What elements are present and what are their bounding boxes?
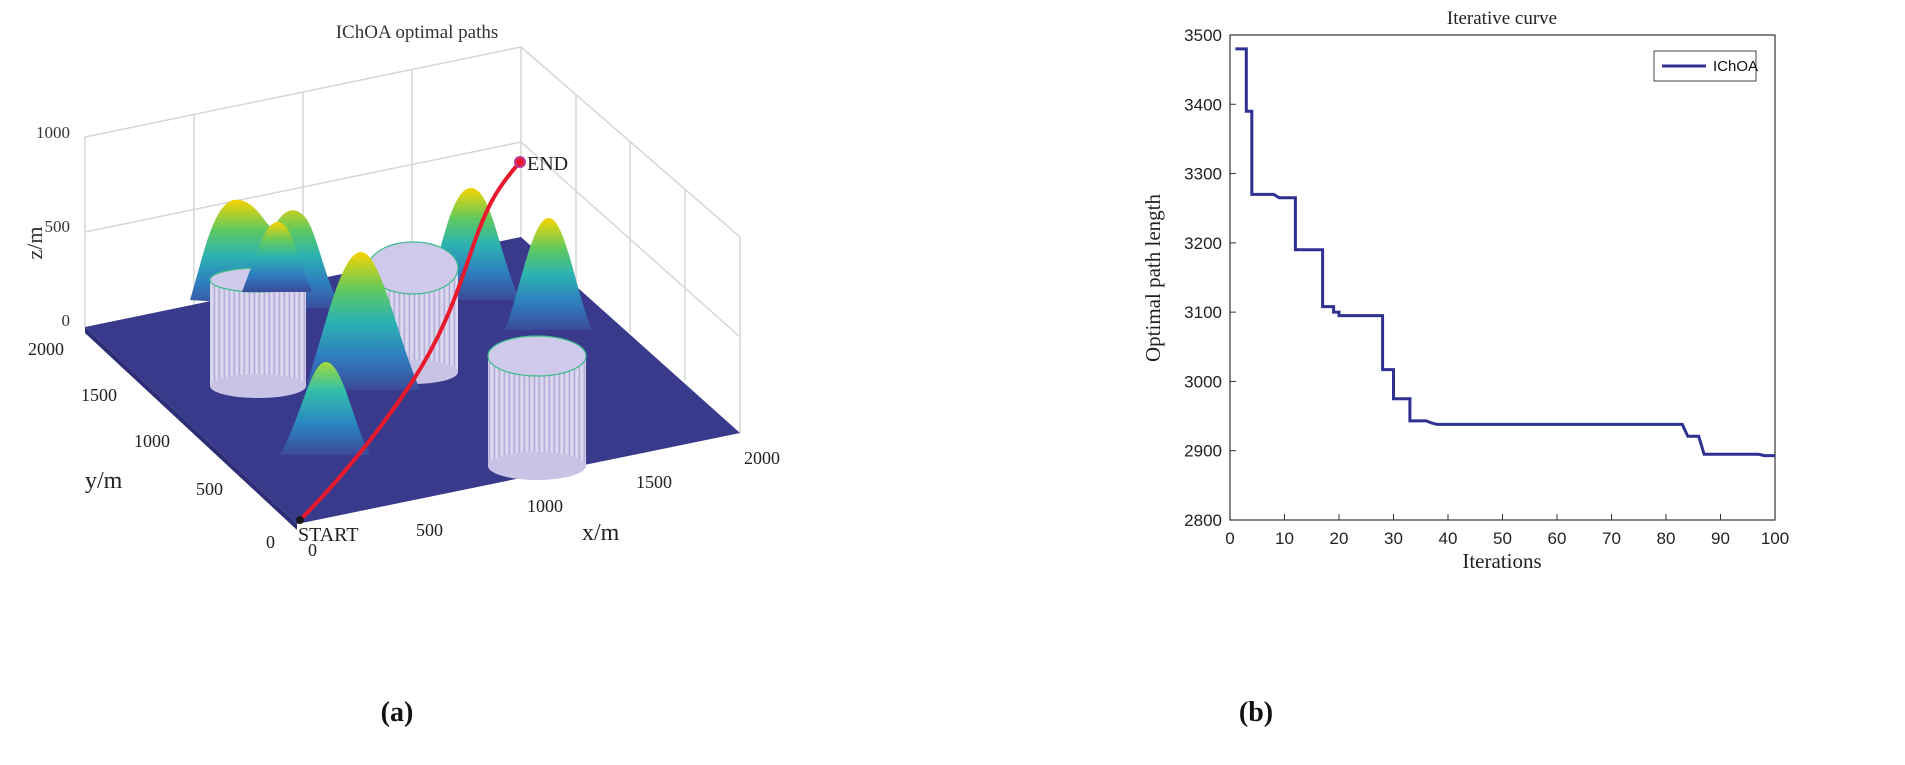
- x-tick-label: 50: [1493, 529, 1512, 548]
- x-tick-label: 100: [1761, 529, 1789, 548]
- x-tick-label: 30: [1384, 529, 1403, 548]
- x-tick: 0: [308, 540, 317, 560]
- x-axis-label: x/m: [582, 520, 620, 546]
- x-tick: 2000: [744, 448, 780, 468]
- panel-b: 2800 2900 3000 3100 3200 3300 3400 3500 0 10 20 30…: [1000, 0, 1905, 760]
- x-tick: 1500: [636, 472, 672, 492]
- panel-a-label: (a): [381, 697, 414, 728]
- y-tick-label: 3100: [1184, 303, 1222, 322]
- end-label: END: [527, 153, 568, 175]
- x-tick-label: 90: [1711, 529, 1730, 548]
- panel-b-label: (b): [1239, 697, 1273, 728]
- y-tick: 1000: [134, 431, 170, 451]
- start-label: START: [298, 524, 359, 546]
- y-tick-label: 3500: [1184, 26, 1222, 45]
- start-marker: [296, 516, 304, 524]
- chart-a-title: IChOA optimal paths: [336, 22, 499, 43]
- chart-b-title: Iterative curve: [1447, 8, 1557, 29]
- x-tick-label: 10: [1275, 529, 1294, 548]
- y-tick: 1500: [81, 385, 117, 405]
- chart-b-xlabel: Iterations: [1462, 549, 1541, 573]
- chart-b-ylabel: Optimal path length: [1141, 194, 1165, 362]
- y-tick: 0: [266, 532, 275, 552]
- x-tick: 500: [416, 520, 443, 540]
- y-axis-label: y/m: [85, 468, 123, 494]
- iterative-curve-chart: 2800 2900 3000 3100 3200 3300 3400 3500 0 10 20 30…: [1141, 8, 1789, 728]
- x-axis-ticks: 0 500 1000 1500 2000: [308, 448, 780, 560]
- x-tick-label: 0: [1225, 529, 1234, 548]
- terrain-peaks-front: [242, 222, 420, 455]
- x-tick-label: 80: [1657, 529, 1676, 548]
- x-tick-label: 70: [1602, 529, 1621, 548]
- y-tick-label: 3300: [1184, 165, 1222, 184]
- plot-area: [1229, 34, 1776, 521]
- x-tick-label: 20: [1330, 529, 1349, 548]
- y-tick-label: 2900: [1184, 442, 1222, 461]
- z-axis-label: z/m: [22, 227, 47, 260]
- z-tick: 0: [62, 311, 71, 330]
- end-marker: [514, 156, 526, 168]
- x-tick-label: 40: [1439, 529, 1458, 548]
- y-tick-label: 3400: [1184, 95, 1222, 114]
- legend-label-ichoa: IChOA: [1713, 58, 1758, 75]
- y-tick: 2000: [28, 339, 64, 359]
- series-line-ichoa: [1235, 47, 1775, 458]
- panel-a: START END IChOA optimal paths 0 500 1000…: [22, 22, 780, 728]
- y-tick: 500: [196, 479, 223, 499]
- z-tick: 1000: [36, 123, 70, 142]
- y-axis-ticks: 2000 1500 1000 500 0: [28, 339, 275, 552]
- x-tick: 1000: [527, 496, 563, 516]
- y-tick-label: 3000: [1184, 372, 1222, 391]
- y-ticks: 2800 2900 3000 3100 3200 3300 3400 3500: [1184, 26, 1236, 530]
- z-tick: 500: [45, 217, 71, 236]
- x-ticks: 0 10 20 30 40 50 60 70 80 90 100: [1225, 514, 1789, 548]
- surface-plot: START END IChOA optimal paths 0 500 1000…: [22, 22, 780, 728]
- optimal-path: [298, 160, 522, 522]
- z-axis-ticks: 0 500 1000: [36, 123, 70, 330]
- axes-box: [84, 46, 741, 433]
- y-tick-label: 3200: [1184, 234, 1222, 253]
- y-tick-label: 2800: [1184, 511, 1222, 530]
- x-tick-label: 60: [1548, 529, 1567, 548]
- legend: IChOA: [1653, 50, 1758, 82]
